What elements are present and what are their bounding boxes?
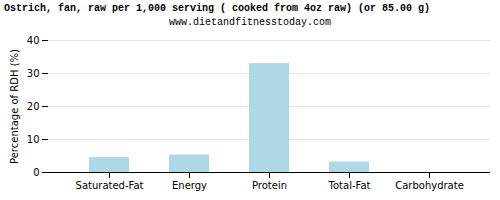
svg-text:20: 20 xyxy=(27,101,40,112)
svg-text:Energy: Energy xyxy=(172,180,207,191)
svg-text:40: 40 xyxy=(27,35,40,46)
svg-text:30: 30 xyxy=(27,68,40,79)
html-text:Ostrich, fan, raw per 1,000 se: Ostrich, fan, raw per 1,000 serving ( co… xyxy=(4,3,431,14)
svg-text:Carbohydrate: Carbohydrate xyxy=(395,180,464,191)
svg-text:10: 10 xyxy=(27,134,40,145)
svg-text:Protein: Protein xyxy=(252,180,287,191)
svg-text:Percentage of RDH (%): Percentage of RDH (%) xyxy=(9,49,20,164)
html-text:www.dietandfitnesstoday.com: www.dietandfitnesstoday.com xyxy=(169,17,331,28)
svg-text:0: 0 xyxy=(33,167,39,178)
svg-text:Saturated-Fat: Saturated-Fat xyxy=(76,180,144,191)
svg-text:Total-Fat: Total-Fat xyxy=(328,180,371,191)
